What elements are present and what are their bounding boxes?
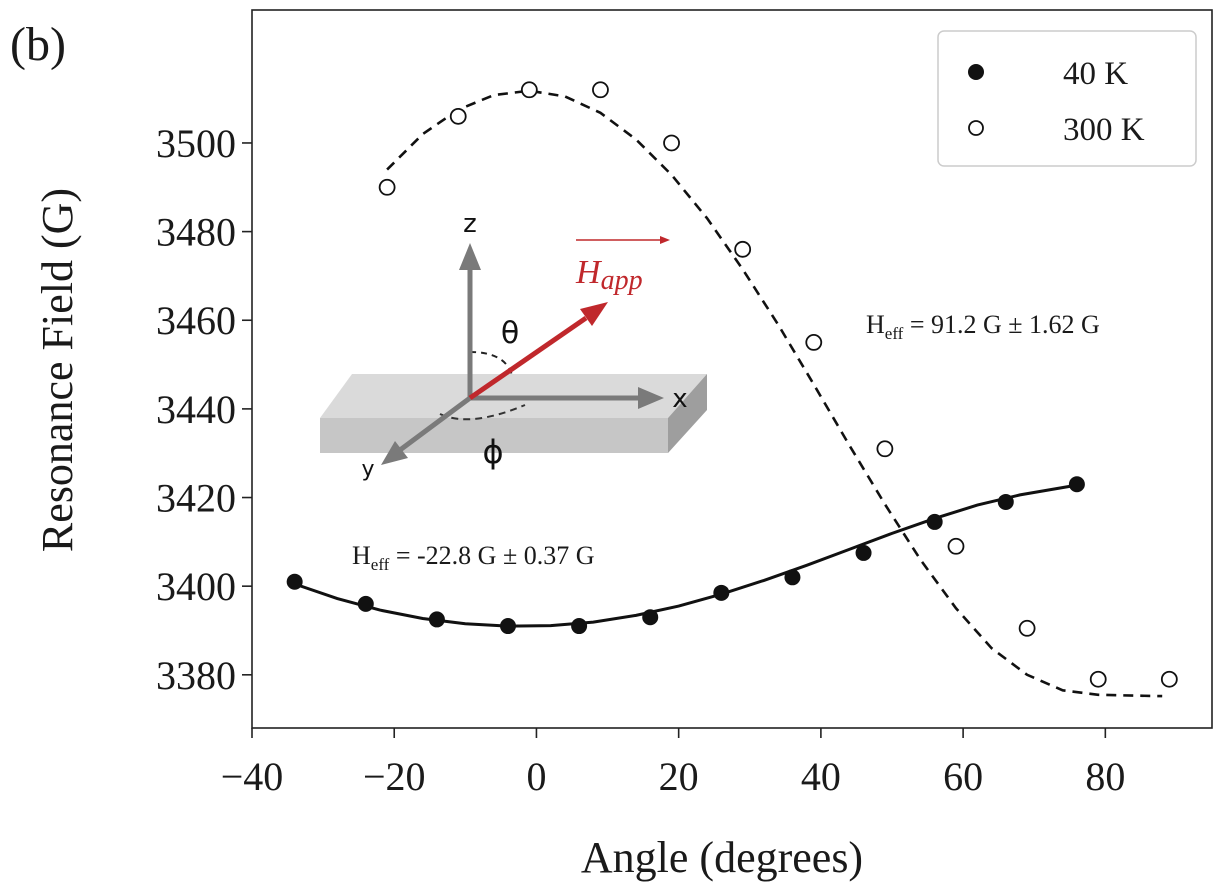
fit-line-series-1 [386, 89, 1163, 698]
annotation-40k: Heff = -22.8 G ± 0.37 G [352, 541, 595, 574]
data-point-series-1 [1018, 619, 1036, 637]
data-point-series-0 [500, 618, 516, 635]
data-point-series-0 [357, 595, 374, 612]
slab-side [668, 374, 707, 453]
y-axis-arrow [398, 395, 472, 453]
y-tick-label: 3400 [156, 564, 236, 609]
data-point-series-0 [713, 584, 730, 601]
z-axis-label: z [463, 209, 477, 239]
vector-overline-arrowhead-icon [660, 236, 670, 244]
y-tick-label: 3480 [156, 210, 236, 255]
y-axis: 3380 3400 3420 3440 3460 3480 3500 [156, 121, 252, 698]
data-point-series-1 [734, 240, 752, 258]
y-tick-label: 3500 [156, 121, 236, 166]
data-point-series-0 [855, 544, 872, 561]
y-tick-label: 3440 [156, 387, 236, 432]
legend: 40 K 300 K [937, 30, 1197, 167]
data-point-series-1 [805, 334, 823, 351]
data-point-series-1 [378, 178, 396, 196]
x-axis: −40 −20 0 20 40 60 80 [221, 728, 1125, 799]
data-point-series-0 [428, 611, 445, 628]
data-point-series-0 [1068, 476, 1085, 493]
x-tick-label: −40 [221, 754, 284, 799]
applied-field-arrow [468, 315, 588, 401]
x-tick-label: 60 [943, 754, 983, 799]
x-tick-label: 0 [526, 754, 546, 799]
data-point-series-1 [520, 81, 538, 99]
legend-label-300k: 300 K [1063, 112, 1145, 148]
data-point-series-1 [1160, 670, 1178, 688]
data-point-series-0 [571, 618, 588, 635]
inset-diagram: z x y θ ϕ Happ [320, 209, 707, 482]
y-tick-label: 3460 [156, 298, 236, 343]
data-point-series-0 [642, 609, 659, 626]
x-tick-label: −20 [363, 754, 426, 799]
data-point-series-1 [876, 440, 894, 458]
x-tick-label: 20 [659, 754, 699, 799]
legend-box [937, 30, 1197, 167]
data-markers [286, 81, 1178, 688]
y-tick-label: 3380 [156, 653, 236, 698]
phi-label: ϕ [482, 433, 503, 471]
x-axis-label: x [672, 384, 687, 414]
z-arrowhead-icon [459, 243, 481, 270]
legend-label-40k: 40 K [1063, 56, 1128, 92]
applied-field-arrowhead-icon [580, 302, 608, 326]
data-point-series-0 [784, 569, 801, 586]
x-tick-label: 40 [801, 754, 841, 799]
data-point-series-1 [663, 134, 680, 152]
annotation-300k: Heff = 91.2 G ± 1.62 G [866, 310, 1100, 343]
theta-label: θ [501, 316, 519, 351]
x-axis-title: Angle (degrees) [581, 833, 863, 882]
plot-frame [251, 9, 1213, 729]
data-point-series-0 [926, 513, 943, 530]
data-point-series-0 [997, 493, 1014, 510]
data-point-series-0 [286, 573, 303, 590]
y-axis-label: y [361, 457, 374, 482]
data-point-series-1 [592, 81, 609, 99]
legend-marker-300k [968, 120, 984, 136]
data-point-series-1 [449, 107, 467, 125]
x-tick-label: 80 [1085, 754, 1125, 799]
legend-marker-40k [968, 64, 984, 80]
y-axis-title: Resonance Field (G) [33, 188, 82, 552]
panel-label: (b) [10, 18, 66, 71]
data-point-series-1 [1089, 670, 1107, 688]
y-arrowhead-icon [381, 441, 408, 465]
x-arrowhead-icon [638, 387, 664, 409]
data-point-series-1 [947, 537, 965, 555]
y-tick-label: 3420 [156, 476, 236, 521]
applied-field-label: Happ [575, 254, 643, 296]
